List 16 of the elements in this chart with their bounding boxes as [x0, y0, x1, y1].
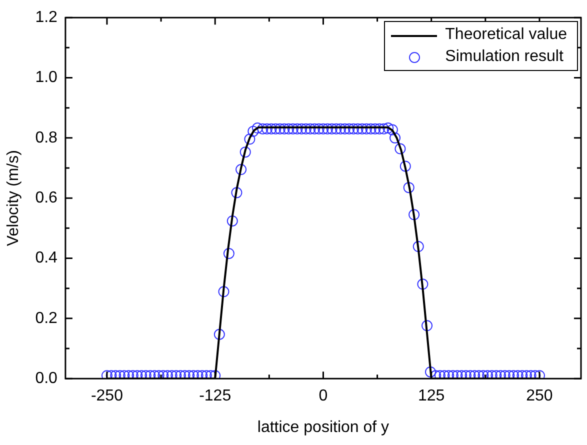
x-tick-label: 250	[526, 388, 553, 405]
y-tick-label: 0.0	[35, 370, 58, 388]
y-tick-label: 0.8	[35, 129, 58, 146]
y-tick-label: 1.2	[35, 9, 58, 26]
y-axis-title: Velocity (m/s)	[5, 150, 22, 246]
y-tick-label: 0.2	[35, 310, 58, 327]
x-tick-label: 125	[418, 388, 445, 405]
x-tick-label: 0	[318, 388, 328, 405]
y-tick-label: 0.4	[35, 250, 58, 267]
legend-label: Simulation result	[445, 48, 564, 66]
x-axis-title: lattice position of y	[257, 418, 390, 436]
y-tick-label: 0.6	[35, 190, 58, 207]
y-tick-label: 1.0	[35, 69, 58, 86]
x-tick-label: -250	[90, 388, 124, 405]
x-tick-label: -125	[199, 388, 232, 405]
legend-label: Theoretical value	[445, 26, 567, 44]
